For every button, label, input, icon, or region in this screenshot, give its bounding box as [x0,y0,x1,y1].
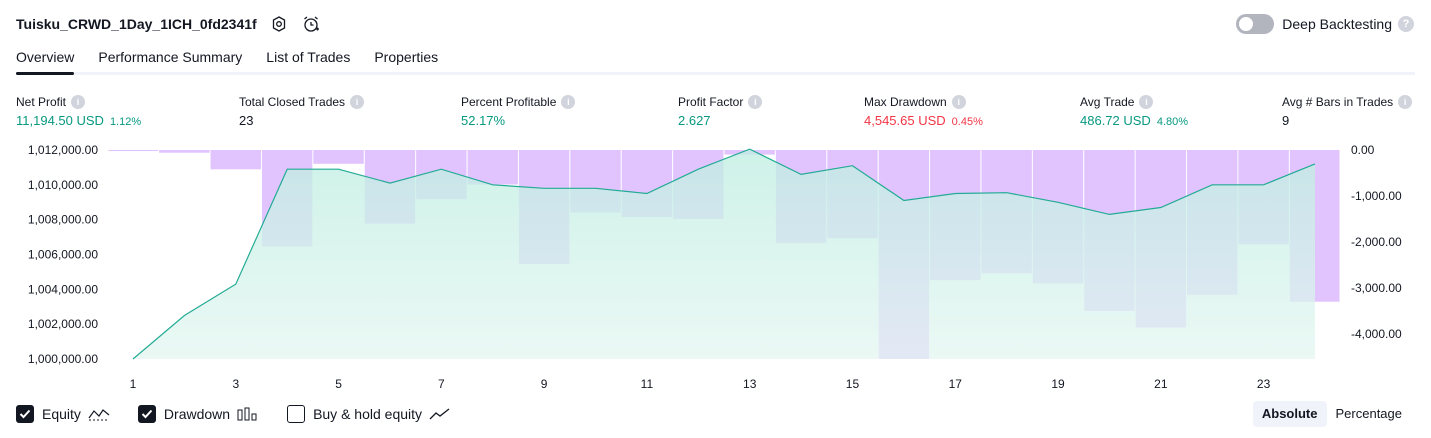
x-axis: 1 3 5 7 9 11 13 15 17 19 21 23 [130,377,1271,391]
deep-backtesting-toggle[interactable] [1236,14,1275,34]
help-icon[interactable]: ? [1398,16,1414,32]
drawdown-bar [313,150,364,164]
buy-hold-checkbox[interactable] [287,405,306,423]
absolute-button[interactable]: Absolute [1252,401,1327,427]
alarm-add-icon[interactable] [301,14,321,34]
drawdown-bar [210,150,261,170]
metric-percent: 0.45% [951,116,983,128]
info-icon[interactable]: i [561,95,576,109]
percentage-button[interactable]: Percentage [1335,406,1403,421]
legend-buy-hold[interactable]: Buy & hold equity [287,405,451,423]
x-axis-tick: 1 [130,377,137,391]
left-axis-tick: 1,006,000.00 [28,248,98,262]
drawdown-checkbox[interactable] [137,405,156,423]
x-axis-tick: 7 [438,377,445,391]
tab-properties[interactable]: Properties [374,49,439,65]
legend-drawdown[interactable]: Drawdown [137,405,259,423]
right-axis-tick: -4,000.00 [1351,327,1402,341]
equity-checkbox[interactable] [16,405,34,423]
value-mode-toggle: Absolute Percentage [1252,401,1411,427]
chart-legend: Equity Drawdown Buy & hold equity [16,404,479,424]
left-axis-tick: 1,000,000.00 [28,352,98,366]
drawdown-bar [467,150,518,185]
metric-avg-bars-in-trades: Avg # Bars in Trades i 9 [1282,94,1413,129]
metric-value: 52.17% [461,113,506,128]
x-axis-tick: 15 [846,377,860,391]
metric-value: 486.72 USD [1080,113,1151,128]
left-axis-tick: 1,004,000.00 [28,282,98,296]
metric-label: Total Closed Trades [239,95,346,109]
right-axis-tick: -1,000.00 [1351,189,1402,203]
area-chart-icon [88,407,110,421]
deep-backtesting-label: Deep Backtesting [1282,16,1392,32]
left-axis-tick: 1,002,000.00 [28,317,98,331]
x-axis-tick: 5 [335,377,342,391]
metric-label: Net Profit [16,95,67,109]
left-axis: 1,012,000.00 1,010,000.00 1,008,000.00 1,00… [28,143,98,366]
equity-area [133,149,1315,359]
strategy-title: Tuisku_CRWD_1Day_1ICH_0fd2341f [16,16,257,32]
right-axis-tick: -3,000.00 [1351,281,1402,295]
x-axis-tick: 3 [232,377,239,391]
legend-label: Buy & hold equity [313,406,423,422]
info-icon[interactable]: i [748,95,763,109]
metric-value: 9 [1282,113,1290,128]
x-axis-tick: 13 [743,377,757,391]
tab-overview[interactable]: Overview [16,45,75,75]
x-axis-tick: 11 [641,377,654,391]
x-axis-tick: 21 [1154,377,1168,391]
legend-equity[interactable]: Equity [16,405,110,423]
metric-value: 2.627 [678,113,711,128]
settings-icon[interactable] [269,14,289,34]
metric-percent-profitable: Percent Profitable i 52.17% [461,94,576,129]
x-axis-tick: 9 [541,377,548,391]
right-axis-tick: -2,000.00 [1351,235,1402,249]
metric-percent: 4.80% [1156,116,1189,128]
strategy-header: Tuisku_CRWD_1Day_1ICH_0fd2341f [16,13,321,35]
right-axis-tick: 0.00 [1351,143,1375,157]
legend-label: Equity [42,406,81,422]
info-icon[interactable]: i [71,95,86,109]
deep-backtesting-control: Deep Backtesting ? [1236,13,1414,35]
metric-label: Avg Trade [1080,95,1135,109]
left-axis-tick: 1,012,000.00 [28,143,98,157]
left-axis-tick: 1,008,000.00 [28,213,98,227]
info-icon[interactable]: i [1139,95,1154,109]
metric-net-profit: Net Profit i 11,194.50 USD 1.12% [16,94,141,129]
legend-label: Drawdown [163,406,231,422]
equity-drawdown-chart[interactable]: 1,012,000.00 1,010,000.00 1,008,000.00 1,00… [0,138,1431,396]
x-axis-tick: 19 [1051,377,1065,391]
info-icon[interactable]: i [951,95,966,109]
tab-divider [16,72,1415,75]
info-icon[interactable]: i [1398,95,1413,109]
drawdown-bar [108,150,159,151]
x-axis-tick: 23 [1257,377,1271,391]
tab-list-of-trades[interactable]: List of Trades [266,49,351,65]
drawdown-bar [159,150,210,153]
metric-avg-trade: Avg Trade i 486.72 USD 4.80% [1080,94,1188,129]
line-chart-icon [429,407,451,421]
tab-bar: Overview Performance Summary List of Tra… [16,45,462,75]
metric-value: 23 [239,113,254,128]
metric-label: Percent Profitable [461,95,557,109]
metric-percent: 1.12% [109,116,142,128]
bar-chart-icon [237,407,259,421]
info-icon[interactable]: i [350,95,365,109]
right-axis: 0.00 -1,000.00 -2,000.00 -3,000.00 -4,000.00 [1351,143,1402,341]
metric-max-drawdown: Max Drawdown i 4,545.65 USD 0.45% [864,94,983,129]
metric-value: 11,194.50 USD [16,113,104,128]
metric-label: Profit Factor [678,95,744,109]
equity-line [132,148,1316,360]
left-axis-tick: 1,010,000.00 [28,178,98,192]
metric-profit-factor: Profit Factor i 2.627 [678,94,763,129]
toggle-knob [1239,17,1254,31]
tab-performance-summary[interactable]: Performance Summary [98,49,243,65]
metric-total-closed-trades: Total Closed Trades i 23 [239,94,365,129]
metric-label: Max Drawdown [864,95,947,109]
metric-label: Avg # Bars in Trades [1282,95,1394,109]
metric-value: 4,545.65 USD [864,113,946,128]
x-axis-tick: 17 [949,377,963,391]
